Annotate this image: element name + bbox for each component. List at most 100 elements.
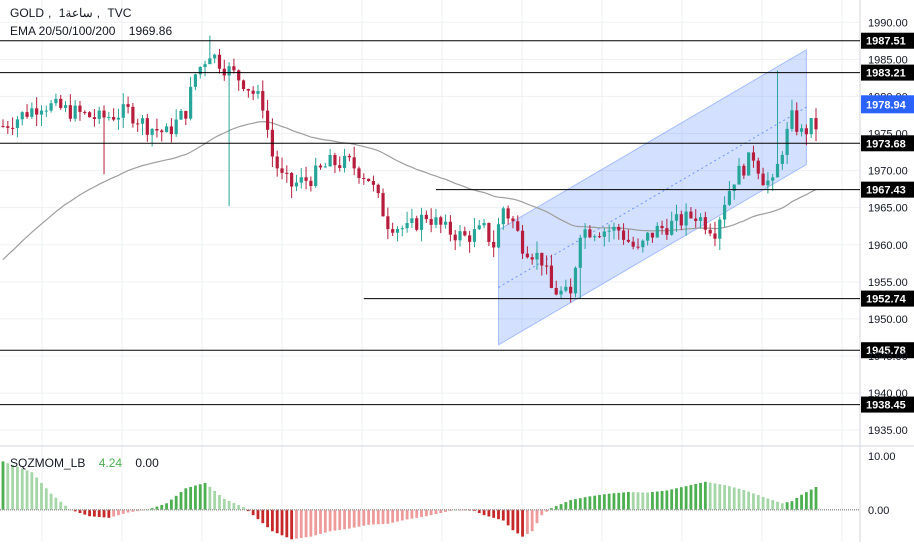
candle-body[interactable] xyxy=(280,168,284,173)
candle-body[interactable] xyxy=(799,128,804,132)
candle-body[interactable] xyxy=(564,286,568,291)
candle-body[interactable] xyxy=(309,180,313,187)
candle-body[interactable] xyxy=(530,257,534,260)
candle-body[interactable] xyxy=(126,104,130,107)
candle-body[interactable] xyxy=(174,119,178,135)
candle-body[interactable] xyxy=(208,58,212,65)
candle-body[interactable] xyxy=(299,177,303,183)
candle-body[interactable] xyxy=(472,229,477,242)
candle-body[interactable] xyxy=(429,219,433,225)
candle-body[interactable] xyxy=(496,224,501,248)
candle-body[interactable] xyxy=(30,108,34,117)
candle-body[interactable] xyxy=(164,126,169,133)
candle-body[interactable] xyxy=(482,223,486,226)
candle-body[interactable] xyxy=(367,178,371,182)
candle-body[interactable] xyxy=(477,225,481,230)
candle-body[interactable] xyxy=(535,252,539,260)
candle-body[interactable] xyxy=(83,111,87,113)
candle-body[interactable] xyxy=(775,163,780,178)
candle-body[interactable] xyxy=(569,286,573,294)
candle-body[interactable] xyxy=(650,232,655,238)
candle-body[interactable] xyxy=(458,231,462,241)
indicator-legend[interactable]: SQZMOM_LB 4.24 0.00 xyxy=(10,456,163,470)
candle-body[interactable] xyxy=(217,54,222,69)
candle-body[interactable] xyxy=(112,117,116,120)
candle-body[interactable] xyxy=(261,91,265,111)
candle-body[interactable] xyxy=(68,105,72,119)
candle-body[interactable] xyxy=(636,246,640,248)
candle-body[interactable] xyxy=(722,204,727,220)
candle-body[interactable] xyxy=(241,80,246,89)
candle-body[interactable] xyxy=(520,230,525,254)
candle-body[interactable] xyxy=(641,240,645,248)
candle-body[interactable] xyxy=(660,225,664,229)
candle-body[interactable] xyxy=(275,156,279,169)
candle-body[interactable] xyxy=(578,237,582,268)
candle-body[interactable] xyxy=(198,66,202,75)
candle-body[interactable] xyxy=(597,236,602,238)
candle-body[interactable] xyxy=(732,184,736,191)
candle-body[interactable] xyxy=(487,223,491,242)
candle-body[interactable] xyxy=(689,211,693,219)
candle-body[interactable] xyxy=(121,104,125,118)
candle-body[interactable] xyxy=(338,165,342,168)
candle-body[interactable] xyxy=(771,177,775,181)
candle-body[interactable] xyxy=(391,229,395,233)
candle-body[interactable] xyxy=(679,214,683,226)
candle-body[interactable] xyxy=(790,110,794,129)
candle-body[interactable] xyxy=(227,66,231,76)
candle-body[interactable] xyxy=(400,228,404,230)
candle-body[interactable] xyxy=(39,110,44,115)
candle-body[interactable] xyxy=(328,155,332,167)
candle-body[interactable] xyxy=(405,223,409,229)
candle-body[interactable] xyxy=(25,112,29,117)
candle-body[interactable] xyxy=(766,180,770,186)
candle-body[interactable] xyxy=(415,218,419,230)
candle-body[interactable] xyxy=(545,265,549,267)
candle-body[interactable] xyxy=(525,253,529,258)
ema-legend[interactable]: EMA 20/50/100/200 1969.86 xyxy=(10,24,176,38)
candle-body[interactable] xyxy=(809,118,813,135)
candle-body[interactable] xyxy=(395,228,400,233)
candle-body[interactable] xyxy=(621,230,626,240)
candle-body[interactable] xyxy=(285,172,289,174)
candle-body[interactable] xyxy=(694,218,698,221)
candle-body[interactable] xyxy=(761,173,765,186)
candle-body[interactable] xyxy=(314,165,318,187)
candle-body[interactable] xyxy=(540,252,544,266)
candle-body[interactable] xyxy=(593,236,597,238)
candle-body[interactable] xyxy=(655,225,659,238)
candle-body[interactable] xyxy=(294,182,299,187)
candle-body[interactable] xyxy=(184,110,188,119)
candle-body[interactable] xyxy=(718,219,722,239)
candle-body[interactable] xyxy=(97,110,101,119)
candle-body[interactable] xyxy=(670,220,674,235)
candle-body[interactable] xyxy=(304,177,308,181)
candle-body[interactable] xyxy=(54,98,58,104)
candle-body[interactable] xyxy=(333,155,337,166)
candle-body[interactable] xyxy=(434,217,438,225)
candle-body[interactable] xyxy=(785,128,789,155)
candle-body[interactable] xyxy=(357,168,361,178)
candle-body[interactable] xyxy=(607,230,611,232)
candle-body[interactable] xyxy=(559,290,563,295)
candle-body[interactable] xyxy=(6,126,10,128)
candle-body[interactable] xyxy=(189,86,193,119)
candle-body[interactable] xyxy=(612,226,616,231)
candle-body[interactable] xyxy=(511,218,515,222)
candle-body[interactable] xyxy=(674,214,679,221)
candle-body[interactable] xyxy=(107,117,111,119)
candle-body[interactable] xyxy=(588,229,592,238)
candle-body[interactable] xyxy=(468,235,472,242)
candle-body[interactable] xyxy=(160,130,164,133)
candle-body[interactable] xyxy=(747,152,751,176)
candle-body[interactable] xyxy=(347,155,351,158)
candle-body[interactable] xyxy=(453,234,457,241)
candle-body[interactable] xyxy=(63,105,68,108)
candle-body[interactable] xyxy=(386,216,390,230)
candle-body[interactable] xyxy=(698,217,703,221)
candle-body[interactable] xyxy=(492,241,496,248)
candle-body[interactable] xyxy=(213,54,217,59)
